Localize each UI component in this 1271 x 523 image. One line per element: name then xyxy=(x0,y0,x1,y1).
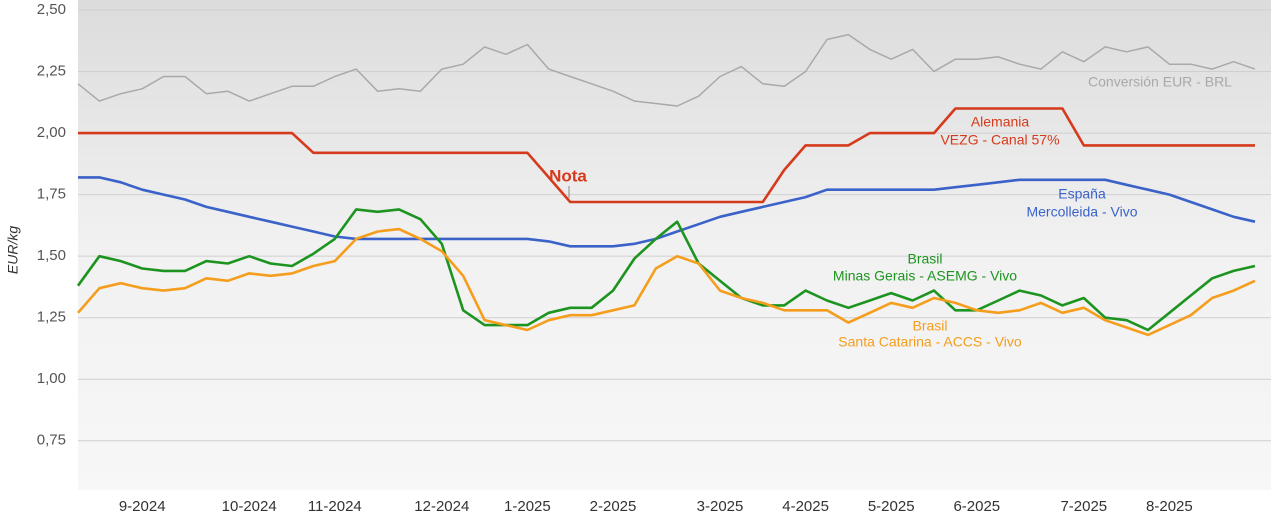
y-tick-label: 0,75 xyxy=(37,432,66,449)
series-sublabel: Mercolleida - Vivo xyxy=(1026,204,1137,220)
x-tick-label: 4-2025 xyxy=(782,498,829,515)
series-label: Brasil xyxy=(912,318,947,334)
series-label: Conversión EUR - BRL xyxy=(1088,74,1232,90)
series-line xyxy=(78,176,1256,248)
plot-background xyxy=(78,0,1271,490)
x-tick-label: 2-2025 xyxy=(590,498,637,515)
series-line xyxy=(76,208,1256,332)
y-tick-label: 1,75 xyxy=(37,186,66,203)
y-tick-label: 2,50 xyxy=(37,1,66,18)
x-tick-label: 5-2025 xyxy=(868,498,915,515)
x-tick-label: 9-2024 xyxy=(119,498,166,515)
y-tick-label: 1,00 xyxy=(37,370,66,387)
y-tick-label: 2,00 xyxy=(37,124,66,141)
x-tick-label: 1-2025 xyxy=(504,498,551,515)
series-label: España xyxy=(1058,186,1106,202)
y-tick-label: 1,50 xyxy=(37,247,66,264)
series-sublabel: Minas Gerais - ASEMG - Vivo xyxy=(833,268,1017,284)
series-line xyxy=(77,33,1256,107)
series-label: Alemania xyxy=(971,114,1030,130)
y-tick-label: 1,25 xyxy=(37,309,66,326)
annotation: Nota xyxy=(549,166,587,185)
series-sublabel: VEZG - Canal 57% xyxy=(940,132,1059,148)
series-label: Brasil xyxy=(907,251,942,267)
series-line xyxy=(78,107,1255,204)
y-tick-label: 2,25 xyxy=(37,63,66,80)
series-line xyxy=(77,227,1256,337)
y-axis-label: EUR/kg xyxy=(5,226,21,274)
x-tick-label: 8-2025 xyxy=(1146,498,1193,515)
x-tick-label: 6-2025 xyxy=(953,498,1000,515)
x-tick-label: 7-2025 xyxy=(1060,498,1107,515)
x-tick-label: 12-2024 xyxy=(414,498,469,515)
x-tick-label: 3-2025 xyxy=(697,498,744,515)
x-tick-label: 11-2024 xyxy=(308,498,362,515)
x-tick-label: 10-2024 xyxy=(222,498,277,515)
series-sublabel: Santa Catarina - ACCS - Vivo xyxy=(838,334,1022,350)
